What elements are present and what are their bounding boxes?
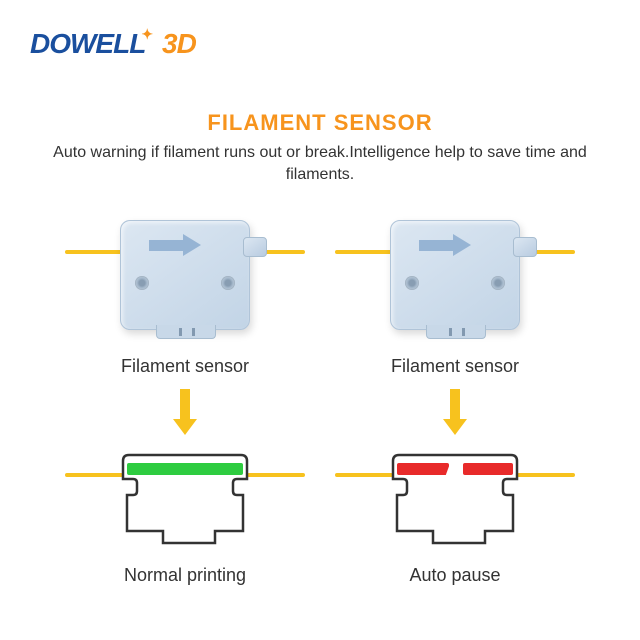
filament-wire [517, 473, 575, 477]
filament-wire-right-in [335, 250, 395, 254]
filament-wire [247, 473, 305, 477]
sensor-connector [426, 325, 486, 339]
sensor-outlet-tube [513, 237, 537, 257]
filament-wire-left-in [65, 250, 125, 254]
sensor-diagram-right [335, 210, 575, 340]
logo-text-suffix: 3D [162, 28, 196, 60]
sensor-body-left [120, 220, 250, 330]
logo-text-main: DOWELL [30, 28, 145, 60]
sensor-caption-right: Filament sensor [391, 356, 519, 377]
sensor-diagram-left [65, 210, 305, 340]
status-indicator-break-right [463, 463, 513, 475]
column-normal: Filament sensor Normal printing [65, 210, 305, 586]
flow-arrow-icon [173, 389, 197, 435]
status-caption-left: Normal printing [124, 565, 246, 586]
status-caption-right: Auto pause [409, 565, 500, 586]
sensor-connector [156, 325, 216, 339]
sensor-body-right [390, 220, 520, 330]
status-indicator-ok [127, 463, 243, 475]
screw-icon [405, 276, 419, 290]
screw-icon [135, 276, 149, 290]
status-diagram-left [65, 449, 305, 559]
sensor-caption-left: Filament sensor [121, 356, 249, 377]
direction-arrow-icon [419, 235, 481, 255]
status-indicator-break-left [397, 463, 449, 475]
screw-icon [221, 276, 235, 290]
direction-arrow-icon [149, 235, 211, 255]
flow-arrow-icon [443, 389, 467, 435]
logo-star-icon: ✦ [141, 26, 152, 43]
screw-icon [491, 276, 505, 290]
column-pause: Filament sensor Auto pause [335, 210, 575, 586]
sensor-outlet-tube [243, 237, 267, 257]
subtitle-text: Auto warning if filament runs out or bre… [50, 142, 590, 187]
brand-logo: DOWELL ✦ 3D [30, 28, 196, 60]
status-diagram-right [335, 449, 575, 559]
main-title: FILAMENT SENSOR [0, 110, 640, 136]
